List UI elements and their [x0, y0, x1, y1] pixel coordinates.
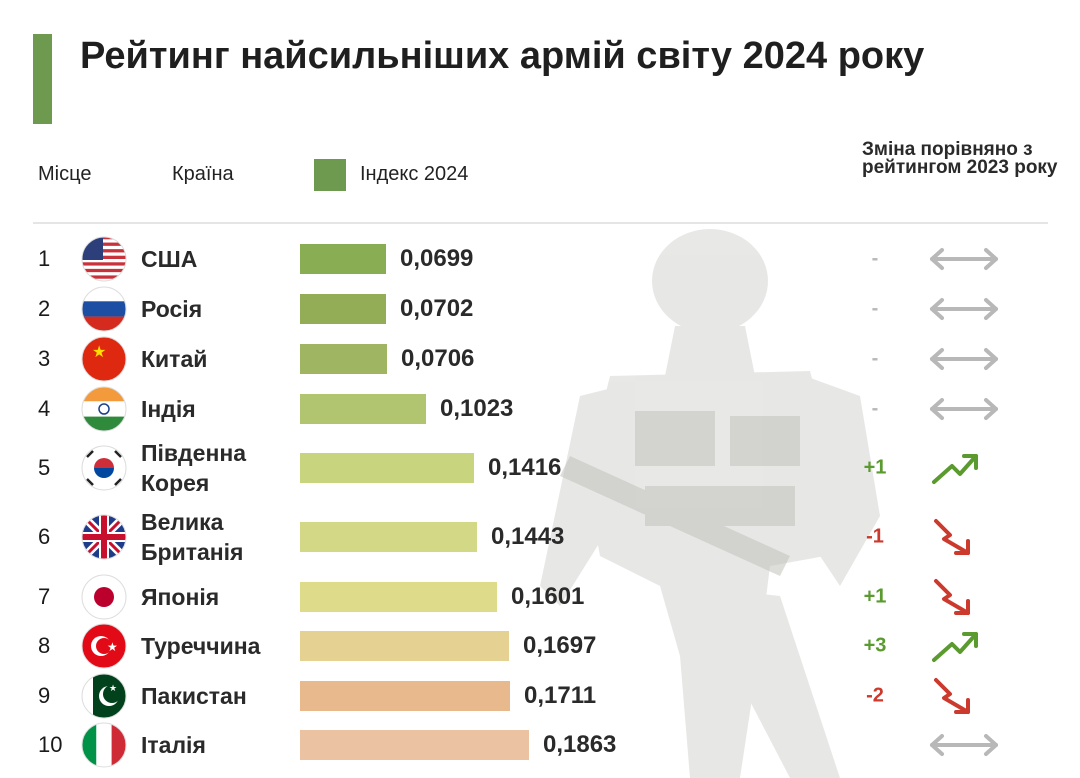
change-column-header: Зміна порівняно з рейтингом 2023 року	[862, 139, 1058, 178]
us-flag-icon	[81, 236, 127, 282]
chart-row: 6 Велика Британія 0,1443 -1	[0, 509, 1080, 565]
chart-row: 2 Росія 0,0702 -	[0, 284, 1080, 334]
value-label: 0,1416	[488, 454, 562, 481]
category-label: Росія	[141, 296, 203, 322]
trend-unchanged-arrow-icon	[926, 389, 1002, 429]
value-label: 0,1863	[543, 731, 617, 758]
chart-row: 8 ★ Туреччина 0,1697 +3	[0, 621, 1080, 671]
country-column-header: Країна	[172, 163, 234, 185]
value-label: 0,1697	[523, 632, 597, 659]
value-label: 0,1711	[524, 682, 597, 709]
change-label: +1	[863, 456, 887, 479]
bar	[300, 244, 386, 274]
change-label: +1	[863, 585, 887, 608]
bar	[300, 730, 529, 760]
bar	[300, 681, 510, 711]
category-label: Китай	[141, 346, 208, 372]
chart-row: 10 Італія 0,1863	[0, 720, 1080, 770]
rank-label: 5	[38, 455, 51, 480]
page-title: Рейтинг найсильніших армій світу 2024 ро…	[80, 35, 925, 77]
chart-row: 5 Південна Корея 0,1416 +1	[0, 440, 1080, 496]
change-label: -	[871, 297, 879, 320]
category-label: Велика Британія	[141, 509, 244, 565]
rank-label: 10	[38, 732, 63, 757]
change-label: -	[871, 247, 879, 270]
change-label: -	[871, 397, 879, 420]
change-label: -	[871, 347, 879, 370]
trend-unchanged-arrow-icon	[926, 239, 1002, 279]
change-label: -2	[866, 684, 884, 707]
bar	[300, 582, 497, 612]
rank-label: 1	[38, 246, 51, 271]
bar	[300, 522, 477, 552]
trend-up-arrow-icon	[926, 626, 1002, 666]
rank-label: 2	[38, 296, 51, 321]
category-label: Індія	[141, 396, 196, 422]
legend-label: Індекс 2024	[360, 163, 469, 185]
bar	[300, 453, 474, 483]
change-label: +3	[863, 634, 887, 657]
chart-row: 3 ★ Китай 0,0706 -	[0, 334, 1080, 384]
chart-row: 7 Японія 0,1601 +1	[0, 572, 1080, 622]
bar	[300, 344, 387, 374]
value-label: 0,0706	[401, 345, 475, 372]
chart-row: 4 Індія 0,1023 -	[0, 384, 1080, 434]
trend-unchanged-arrow-icon	[926, 339, 1002, 379]
svg-text:★: ★	[107, 640, 118, 654]
rank-label: 7	[38, 584, 51, 609]
trend-down-arrow-icon	[926, 517, 1002, 557]
trend-down-arrow-icon	[926, 577, 1002, 617]
japan-flag-icon	[81, 574, 127, 620]
category-label: Пакистан	[141, 683, 247, 709]
title-accent-bar	[33, 34, 52, 124]
trend-unchanged-arrow-icon	[926, 725, 1002, 765]
rank-label: 4	[38, 396, 51, 421]
soldier-watermark-image	[540, 229, 880, 778]
header-divider	[33, 222, 1048, 224]
value-label: 0,1601	[511, 583, 585, 610]
value-label: 0,0702	[400, 295, 474, 322]
svg-text:★: ★	[92, 342, 106, 361]
value-label: 0,0699	[400, 245, 474, 272]
china-flag-icon: ★	[81, 336, 127, 382]
legend-swatch	[314, 159, 346, 191]
bar	[300, 294, 386, 324]
rank-label: 8	[38, 633, 51, 658]
svg-text:★: ★	[109, 684, 117, 694]
bar	[300, 394, 426, 424]
category-label: Туреччина	[141, 633, 261, 659]
india-flag-icon	[81, 386, 127, 432]
value-label: 0,1023	[440, 395, 514, 422]
trend-up-arrow-icon	[926, 448, 1002, 488]
chart-row: 9 ★ Пакистан 0,1711 -2	[0, 671, 1080, 721]
rank-label: 6	[38, 524, 51, 549]
rank-column-header: Місце	[38, 163, 92, 185]
change-label: -1	[866, 525, 884, 548]
category-label: Італія	[141, 732, 206, 758]
category-label: Південна Корея	[141, 440, 247, 496]
russia-flag-icon	[81, 286, 127, 332]
trend-unchanged-arrow-icon	[926, 289, 1002, 329]
south-korea-flag-icon	[81, 445, 127, 491]
italy-flag-icon	[81, 722, 127, 768]
rank-label: 9	[38, 683, 51, 708]
value-label: 0,1443	[491, 523, 565, 550]
trend-down-arrow-icon	[926, 676, 1002, 716]
category-label: Японія	[141, 584, 220, 610]
uk-flag-icon	[81, 514, 127, 560]
category-label: США	[141, 246, 198, 272]
rank-label: 3	[38, 346, 51, 371]
bar	[300, 631, 509, 661]
turkey-flag-icon: ★	[81, 623, 127, 669]
pakistan-flag-icon: ★	[81, 673, 127, 719]
chart-row: 1 США 0,0699 -	[0, 234, 1080, 284]
